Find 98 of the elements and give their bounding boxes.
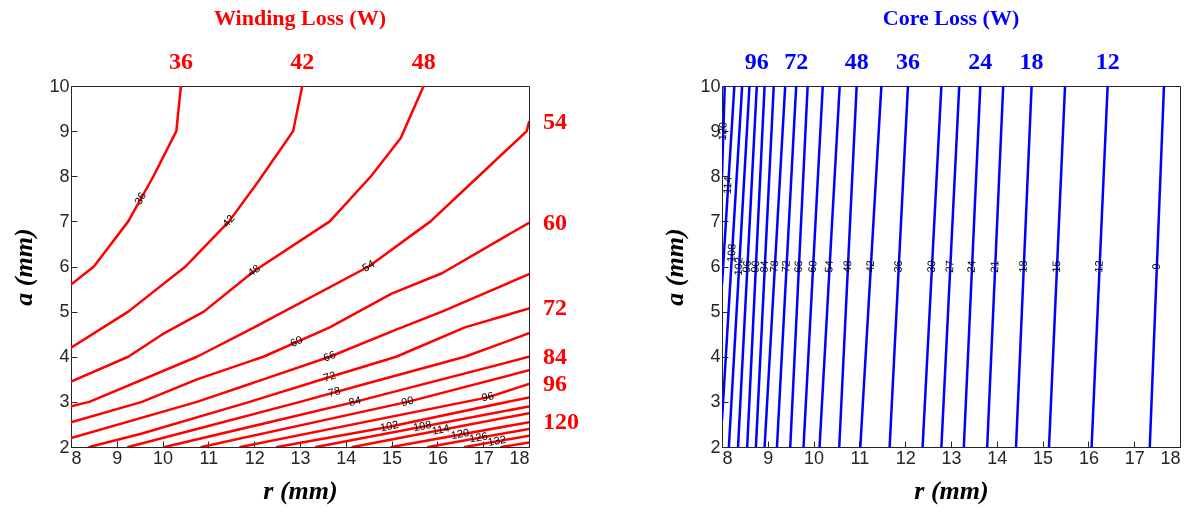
text: 66 — [791, 260, 805, 273]
x-tick-label: 16 — [1078, 447, 1099, 468]
annotation: 60 — [543, 208, 567, 235]
y-tick-label: 8 — [710, 165, 721, 186]
text: 48 — [245, 261, 263, 279]
y-tick-label: 10 — [700, 75, 721, 96]
line-series — [71, 86, 304, 349]
y-tick-label: 10 — [49, 75, 70, 96]
text: 42 — [219, 212, 237, 230]
annotation: 72 — [784, 48, 809, 74]
annotation: 12 — [1095, 48, 1120, 74]
text: 66 — [321, 348, 338, 364]
annotation: 36 — [895, 48, 920, 74]
text: 102 — [378, 418, 400, 434]
line-series — [71, 120, 529, 408]
annotation: 42 — [290, 48, 315, 74]
annotation: 48 — [844, 48, 869, 74]
x-axis-title: r (mm) — [263, 475, 338, 505]
annotation: 96 — [744, 48, 769, 74]
annotation: 120 — [543, 408, 579, 435]
y-tick-label: 6 — [59, 256, 70, 276]
chart-title: Core Loss (W) — [882, 5, 1020, 30]
y-axis-title: a (mm) — [660, 228, 690, 306]
y-tick-label: 7 — [710, 210, 721, 231]
y-tick-label: 8 — [59, 165, 70, 186]
text: 96 — [480, 389, 495, 404]
line-series — [71, 86, 425, 383]
annotation: 18 — [1019, 48, 1044, 74]
text: 120 — [450, 426, 471, 442]
text: 36 — [891, 260, 905, 273]
line-series — [88, 307, 529, 447]
text: 90 — [400, 393, 415, 409]
chart-title: Winding Loss (W) — [214, 5, 386, 30]
y-tick-label: 9 — [59, 120, 70, 141]
x-tick-label: 17 — [1124, 447, 1145, 468]
text: 72 — [779, 260, 792, 273]
annotation: 24 — [968, 48, 993, 74]
annotation: 72 — [543, 294, 567, 321]
x-tick-label: 18 — [1160, 447, 1181, 468]
text: 72 — [321, 368, 338, 384]
x-tick-label: 11 — [850, 447, 870, 468]
x-tick-label: 15 — [382, 447, 403, 468]
y-tick-label: 2 — [710, 436, 721, 457]
y-tick-label: 2 — [59, 436, 70, 457]
line-series — [71, 86, 183, 286]
x-tick-label: 9 — [763, 447, 774, 468]
y-tick-label: 3 — [710, 391, 721, 412]
y-tick-label: 6 — [710, 256, 721, 276]
x-tick-label: 12 — [895, 447, 916, 468]
text: 42 — [863, 259, 877, 273]
x-tick-label: 17 — [473, 447, 494, 468]
line-series — [127, 332, 529, 447]
text: 54 — [359, 257, 377, 274]
annotation: 48 — [411, 48, 436, 74]
text: 27 — [943, 260, 956, 273]
text: 78 — [326, 384, 342, 399]
y-tick-label: 4 — [710, 346, 721, 367]
x-tick-label: 15 — [1033, 447, 1054, 468]
text: 108 — [412, 418, 433, 434]
annotation: 54 — [543, 108, 567, 135]
text: 114 — [720, 176, 734, 195]
y-tick-label: 7 — [59, 210, 70, 231]
x-tick-label: 10 — [153, 447, 174, 468]
x-tick-label: 13 — [941, 447, 962, 468]
text: 24 — [964, 260, 978, 273]
x-tick-label: 18 — [509, 447, 530, 468]
x-tick-label: 14 — [987, 447, 1008, 468]
text: 15 — [1049, 260, 1063, 273]
y-tick-label: 3 — [59, 391, 70, 412]
x-tick-label: 14 — [336, 447, 357, 468]
text: 12 — [1092, 260, 1105, 273]
text: 18 — [1016, 260, 1030, 273]
y-axis-title: a (mm) — [9, 228, 39, 306]
x-tick-label: 10 — [804, 447, 825, 468]
y-tick-label: 5 — [59, 301, 70, 322]
text: 30 — [924, 260, 938, 273]
x-tick-label: 16 — [427, 447, 448, 468]
x-tick-label: 11 — [199, 447, 219, 468]
text: 60 — [805, 260, 819, 273]
x-tick-label: 12 — [244, 447, 265, 468]
annotation: 96 — [543, 369, 567, 396]
x-tick-label: 13 — [290, 447, 311, 468]
text: 78 — [767, 259, 781, 273]
text: 84 — [347, 393, 363, 409]
text: 36 — [131, 190, 149, 207]
y-tick-label: 4 — [59, 346, 70, 367]
x-tick-label: 9 — [112, 447, 123, 468]
text: 126 — [468, 429, 489, 445]
x-axis-title: r (mm) — [914, 475, 989, 505]
text: 54 — [822, 259, 835, 273]
text: 60 — [288, 333, 305, 350]
text: 21 — [987, 260, 1001, 273]
annotation: 84 — [543, 342, 567, 369]
text: 9 — [1149, 263, 1162, 270]
y-tick-label: 5 — [710, 301, 721, 322]
text: 48 — [840, 260, 854, 273]
annotation: 36 — [168, 48, 193, 74]
text: 114 — [430, 421, 451, 437]
